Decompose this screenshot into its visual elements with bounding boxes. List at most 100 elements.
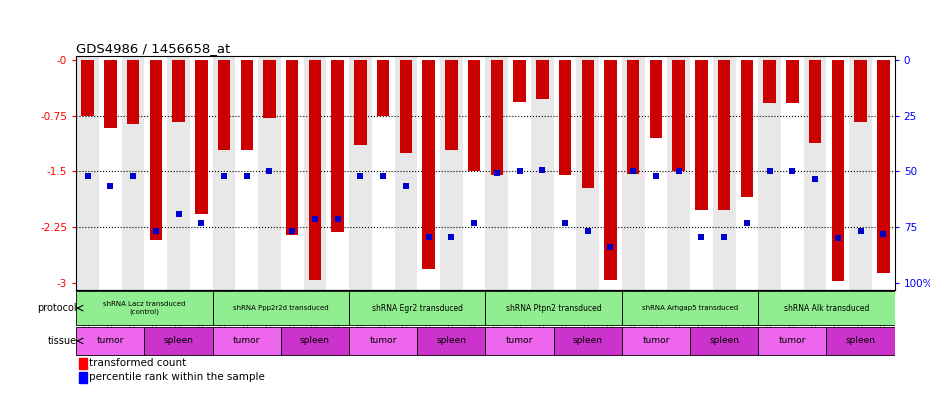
Bar [445,60,458,150]
Bar [599,56,622,290]
Bar [827,327,895,355]
Text: spleen: spleen [845,336,875,345]
Bar [781,56,804,290]
Text: tumor: tumor [506,336,533,345]
Bar [422,60,435,269]
Bar [241,60,253,151]
Point [739,220,754,226]
Point [603,244,618,250]
Text: shRNA Alk transduced: shRNA Alk transduced [784,304,870,312]
Bar [79,358,86,369]
Bar [740,60,753,197]
Point [580,228,595,234]
Bar [99,56,122,290]
Bar [190,56,213,290]
Bar [668,56,690,290]
Bar [76,56,99,290]
Bar [758,291,895,325]
Bar [303,56,326,290]
Text: shRNA Egr2 transduced: shRNA Egr2 transduced [372,304,463,312]
Bar [281,327,349,355]
Bar [82,60,94,116]
Bar [144,56,167,290]
Point [785,168,800,174]
Bar [485,327,553,355]
Point [353,173,368,180]
Bar [463,56,485,290]
Bar [372,56,394,290]
Bar [468,60,480,171]
Point [830,235,845,241]
Text: spleen: spleen [436,336,466,345]
Bar [513,60,525,102]
Point [717,233,732,240]
Point [489,170,504,176]
Bar [531,56,553,290]
Bar [144,327,213,355]
Bar [418,327,485,355]
Bar [758,327,827,355]
Text: shRNA Ppp2r2d transduced: shRNA Ppp2r2d transduced [233,305,328,311]
Bar [326,56,349,290]
Bar [286,60,299,235]
Bar [263,60,275,118]
Text: spleen: spleen [164,336,193,345]
Text: tumor: tumor [233,336,260,345]
Point [217,173,232,180]
Bar [622,327,690,355]
Bar [104,60,116,128]
Point [398,183,413,189]
Point [330,216,345,222]
Text: transformed count: transformed count [89,358,187,368]
Point [558,220,573,226]
Bar [76,291,213,325]
Bar [855,60,867,121]
Point [876,231,891,237]
Bar [581,60,594,187]
Text: protocol: protocol [37,303,76,313]
Bar [650,60,662,138]
Bar [485,56,508,290]
Point [694,233,709,240]
Text: spleen: spleen [300,336,330,345]
Bar [559,60,571,175]
Bar [122,56,144,290]
Bar [872,56,895,290]
Point [193,220,208,226]
Bar [218,60,231,151]
Bar [764,60,776,103]
Bar [508,56,531,290]
Bar [695,60,708,210]
Point [126,173,140,180]
Bar [490,60,503,175]
Bar [604,60,617,280]
Bar [804,56,827,290]
Point [807,176,822,182]
Bar [849,56,872,290]
Bar [831,60,844,281]
Bar [536,60,549,99]
Bar [553,327,622,355]
Text: percentile rank within the sample: percentile rank within the sample [89,372,265,382]
Point [308,216,323,222]
Point [239,173,254,180]
Bar [213,291,349,325]
Point [853,228,868,234]
Bar [377,60,390,116]
Bar [485,291,622,325]
Bar [622,56,644,290]
Text: GDS4986 / 1456658_at: GDS4986 / 1456658_at [76,42,231,55]
Point [467,220,482,226]
Bar [690,56,712,290]
Bar [712,56,736,290]
Point [444,233,458,240]
Point [376,173,391,180]
Point [262,168,277,174]
Bar [167,56,190,290]
Point [103,183,118,189]
Bar [394,56,418,290]
Text: tumor: tumor [778,336,806,345]
Bar [786,60,799,103]
Bar [418,56,440,290]
Point [535,167,550,173]
